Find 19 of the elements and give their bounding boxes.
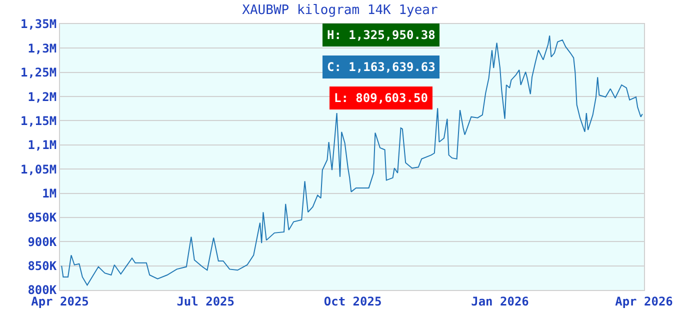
annotation: C: 1,163,639.63 bbox=[327, 60, 436, 74]
y-tick-label: 1,15M bbox=[20, 114, 57, 128]
annotation: H: 1,325,950.38 bbox=[327, 28, 436, 42]
x-tick-label: Jul 2025 bbox=[176, 294, 234, 308]
y-tick-label: 950K bbox=[28, 210, 58, 225]
y-tick-label: 900K bbox=[28, 234, 58, 249]
x-tick-label: Oct 2025 bbox=[324, 294, 382, 308]
y-tick-label: 850K bbox=[28, 259, 58, 274]
y-tick-label: 1,1M bbox=[28, 138, 57, 152]
y-tick-label: 1,05M bbox=[20, 162, 57, 176]
y-tick-label: 1,25M bbox=[20, 66, 57, 80]
y-tick-label: 1,3M bbox=[28, 41, 57, 56]
x-tick-label: Apr 2026 bbox=[615, 294, 673, 308]
chart-title: XAUBWP kilogram 14K 1year bbox=[242, 2, 438, 18]
y-tick-label: 1,35M bbox=[20, 17, 57, 32]
y-tick-label: 1M bbox=[42, 186, 57, 200]
annotation: L: 809,603.50 bbox=[334, 91, 428, 105]
y-tick-label: 1,2M bbox=[28, 90, 57, 104]
x-tick-label: Jan 2026 bbox=[471, 294, 529, 308]
